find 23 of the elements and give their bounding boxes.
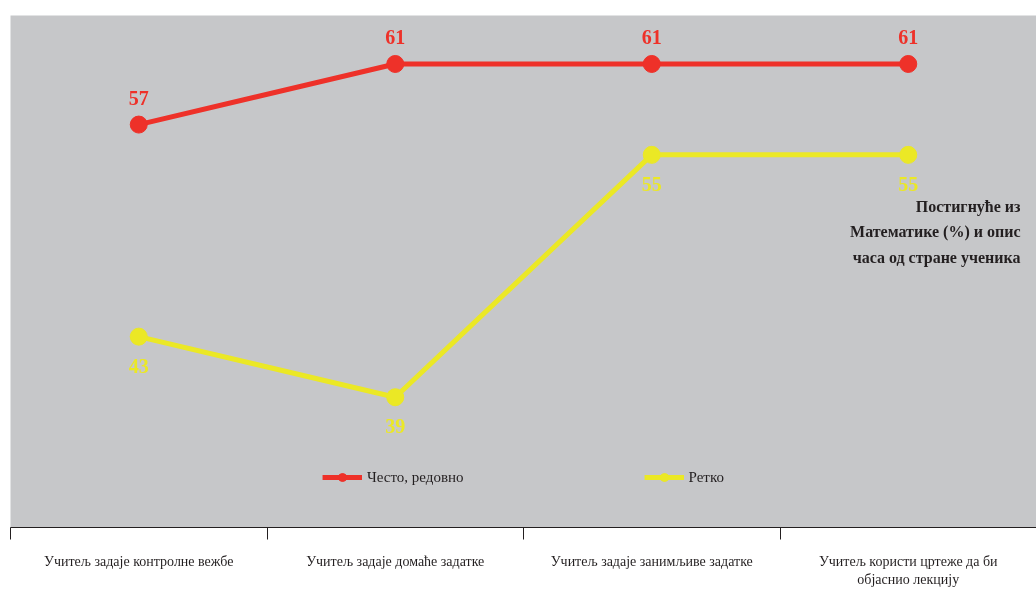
x-tick-label: Учитељ задаје контролне вежбе bbox=[44, 553, 234, 569]
x-tick-label: Учитељ задаје занимљиве задатке bbox=[550, 553, 753, 569]
data-label: 43 bbox=[128, 354, 149, 377]
point bbox=[899, 145, 918, 164]
legend-label: Често, редовно bbox=[367, 468, 464, 486]
point bbox=[129, 115, 148, 134]
data-label: 55 bbox=[641, 172, 662, 195]
legend-label: Ретко bbox=[688, 468, 724, 486]
point bbox=[386, 388, 405, 407]
data-label: 61 bbox=[898, 25, 919, 48]
point bbox=[386, 54, 405, 73]
point bbox=[642, 54, 661, 73]
data-label: 61 bbox=[385, 25, 406, 48]
point bbox=[899, 54, 918, 73]
x-tick-label: Учитељ задаје домаће задатке bbox=[306, 553, 485, 569]
point bbox=[642, 145, 661, 164]
x-tick-label: Учитељ користи цртеже да би објаснио лекцију bbox=[818, 553, 999, 587]
text: Постигнуће из Математике (%) и опис часа од стране ученика bbox=[850, 197, 1022, 267]
data-label: 55 bbox=[898, 172, 919, 195]
data-label: 39 bbox=[385, 415, 406, 438]
data-label: 57 bbox=[128, 86, 149, 109]
point bbox=[129, 327, 148, 346]
data-label: 61 bbox=[641, 25, 662, 48]
